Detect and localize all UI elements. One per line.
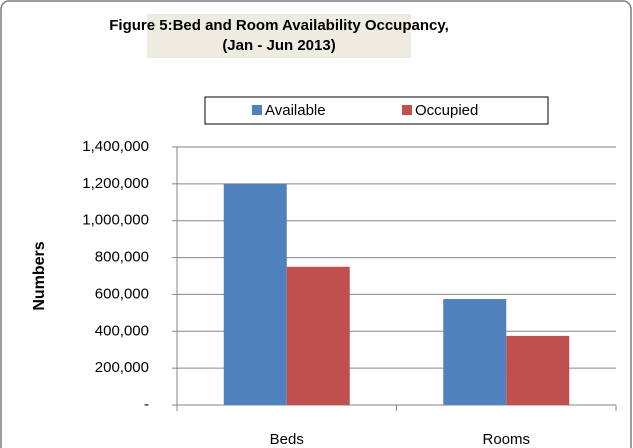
legend-label: Available xyxy=(265,102,326,119)
y-tick-label: 400,000 xyxy=(95,322,149,339)
chart-title: Figure 5:Bed and Room Availability Occup… xyxy=(109,17,449,34)
bar xyxy=(443,299,507,405)
y-tick-label: 1,200,000 xyxy=(82,175,149,192)
legend-label: Occupied xyxy=(415,102,478,119)
legend-swatch xyxy=(252,105,262,115)
chart-title: (Jan - Jun 2013) xyxy=(222,37,335,54)
y-tick-label: 800,000 xyxy=(95,249,149,266)
bar xyxy=(506,335,570,405)
legend-swatch xyxy=(402,105,412,115)
x-tick-label: Beds xyxy=(270,431,304,448)
y-tick-label: 1,400,000 xyxy=(82,138,149,155)
y-tick-label: 1,000,000 xyxy=(82,212,149,229)
title-box xyxy=(147,14,411,58)
legend-box xyxy=(204,96,549,125)
bar xyxy=(223,183,287,405)
bar xyxy=(286,266,350,405)
y-tick-label: 600,000 xyxy=(95,285,149,302)
y-tick-label: - xyxy=(144,396,149,413)
y-axis-label: Numbers xyxy=(31,241,48,310)
y-tick-label: 200,000 xyxy=(95,359,149,376)
x-tick-label: Rooms xyxy=(482,431,530,448)
